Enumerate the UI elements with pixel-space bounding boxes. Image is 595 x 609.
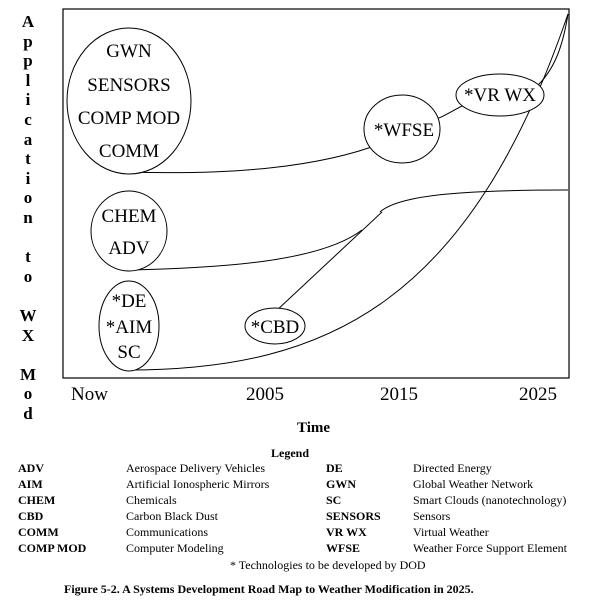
path-group3-long [127,13,569,371]
y-axis-title-char: c [24,109,32,129]
node-group3 [98,280,160,372]
y-axis-title-char: o [23,188,33,208]
label-aim: *AIM [106,317,153,338]
legend-definition: Sensors [413,509,451,523]
y-axis-title-char: W [19,305,37,325]
legend-definition: Virtual Weather [413,525,489,539]
path-group2 [129,229,363,271]
label-comm: COMM [99,141,159,162]
legend-abbr: CHEM [18,493,56,507]
legend-definition: Directed Energy [413,461,492,475]
node-vrwx [455,73,545,117]
label-chem: CHEM [102,206,157,227]
legend-definition: Communications [126,525,208,539]
node-wfse [363,94,441,164]
label-sc: SC [117,342,140,363]
y-axis-title-char: n [23,207,33,227]
y-axis-title-char: d [23,403,33,423]
label-de: *DE [112,291,147,312]
legend-abbr: COMM [18,525,59,539]
figure-caption: Figure 5-2. A Systems Development Road M… [64,582,474,596]
x-tick-now: Now [71,384,108,405]
legend-abbr: VR WX [326,525,367,539]
path-group1-to-wfse [127,141,386,174]
label-wfse: *WFSE [374,120,434,141]
x-tick-2025: 2025 [519,384,557,405]
legend-abbr: COMP MOD [18,541,87,555]
y-axis-title-char: l [25,70,31,90]
y-axis-title-char: X [21,325,35,345]
label-cbd: *CBD [251,317,300,338]
legend-definition: Carbon Black Dust [126,509,218,523]
legend-definition: Aerospace Delivery Vehicles [126,461,266,475]
legend-abbr: AIM [18,477,43,491]
label-comp-mod: COMP MOD [78,108,180,129]
node-cbd [244,307,306,345]
label-gwn: GWN [106,41,152,62]
x-tick-2005: 2005 [246,384,284,405]
legend-abbr: ADV [18,461,44,475]
legend-definition: Weather Force Support Element [413,541,567,555]
label-vrwx: *VR WX [464,85,536,106]
y-axis-title-char: i [25,168,31,188]
legend-abbr: SENSORS [326,509,381,523]
legend-abbr: DE [326,461,343,475]
path-upper-plateau [379,189,569,213]
y-axis-title-char: a [23,129,33,149]
legend-abbr: WFSE [326,541,361,555]
x-tick-2015: 2015 [380,384,418,405]
legend-definition: Global Weather Network [413,477,534,491]
label-adv: ADV [108,238,149,259]
y-axis-title-char: o [23,384,33,404]
y-axis-title-char: p [23,51,33,71]
legend-definition: Chemicals [126,493,177,507]
path-vrwx-to-end [534,13,569,89]
path-cbd-link [274,211,383,313]
y-axis-title-char: t [25,149,31,169]
roadmap-diagram: GWN SENSORS COMP MOD COMM CHEM ADV *DE *… [62,8,570,379]
y-axis-title-char: A [21,12,35,31]
legend-definition: Smart Clouds (nanotechnology) [413,493,567,507]
node-group2 [90,190,168,272]
legend-note: * Technologies to be developed by DOD [230,558,426,572]
legend-abbr: SC [326,493,342,507]
legend-abbr: CBD [18,509,44,523]
y-axis-title-char: o [23,266,33,286]
y-axis-title-char: M [19,364,37,384]
legend-definition: Artificial Ionospheric Mirrors [126,477,270,491]
node-group1 [66,27,192,175]
legend-title: Legend [271,446,310,460]
y-axis-title-char: p [23,31,33,51]
legend-definition: Computer Modeling [126,541,224,555]
legend-abbr: GWN [326,477,356,491]
plot-frame [62,8,570,379]
label-sensors: SENSORS [87,75,170,96]
y-axis-title-char: t [25,247,31,267]
x-axis-title: Time [297,420,331,436]
y-axis-title-char: i [25,90,31,110]
